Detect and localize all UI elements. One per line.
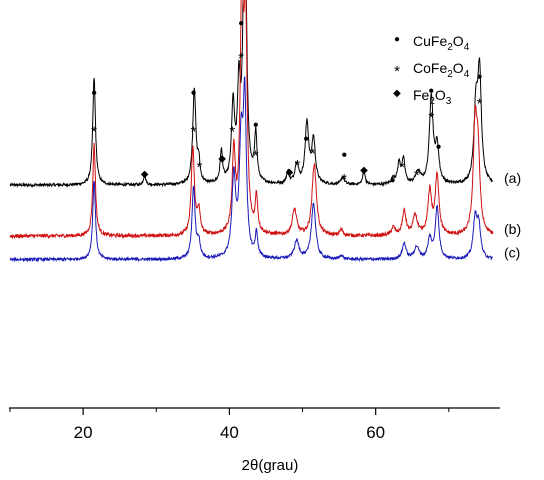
peak-marker: ● xyxy=(191,88,197,99)
peak-marker: ◆ xyxy=(141,169,149,180)
legend-entry: CuFe2O4 xyxy=(413,33,470,53)
series-line-2 xyxy=(9,0,494,240)
x-tick-label: 60 xyxy=(366,423,385,442)
peak-marker: * xyxy=(91,123,97,140)
legend-entry: CoFe2O4 xyxy=(413,60,470,80)
peak-marker: * xyxy=(294,157,300,174)
peak-marker: ● xyxy=(303,133,309,144)
peak-marker: ● xyxy=(428,86,434,97)
series-line-3 xyxy=(9,76,494,263)
x-axis-label: 2θ(grau) xyxy=(242,457,299,474)
peak-marker: ● xyxy=(341,149,347,160)
peak-marker: ◆ xyxy=(360,165,368,176)
peak-marker: * xyxy=(399,159,405,176)
peak-marker: * xyxy=(341,171,347,188)
peak-marker: ● xyxy=(238,18,244,29)
peak-marker: * xyxy=(196,159,202,176)
peak-marker: * xyxy=(310,145,316,162)
peak-marker: * xyxy=(428,109,434,126)
legend: ● CuFe2O4 * CoFe2O4 ◆ Fe2O3 xyxy=(393,33,470,107)
peak-marker: ● xyxy=(436,141,442,152)
peak-marker: ◆ xyxy=(286,167,294,178)
peak-marker: ● xyxy=(389,175,395,186)
peak-marker: * xyxy=(414,167,420,184)
x-tick-label: 20 xyxy=(74,423,93,442)
series-label: (c) xyxy=(504,244,520,260)
legend-symbol: ● xyxy=(394,34,400,45)
peak-marker: * xyxy=(229,123,235,140)
peak-marker: ● xyxy=(91,88,97,99)
legend-entry: Fe2O3 xyxy=(413,87,452,107)
peak-marker: * xyxy=(253,147,259,164)
peak-marker: * xyxy=(238,50,244,67)
x-axis: 20 40 60 xyxy=(9,407,500,442)
peak-marker: ● xyxy=(476,72,482,83)
peak-marker: ◆ xyxy=(218,153,226,164)
series-label: (a) xyxy=(504,170,521,186)
legend-symbol: * xyxy=(394,63,400,80)
x-tick-label: 40 xyxy=(220,423,239,442)
legend-symbol: ◆ xyxy=(393,88,401,99)
peak-markers: ●*◆●**◆*●*●*◆ *●* ●*◆●* *●*●●* xyxy=(91,18,483,188)
peak-marker: * xyxy=(477,96,483,113)
pattern-labels: (a) (b) (c) xyxy=(504,170,521,260)
peak-marker: * xyxy=(191,123,197,140)
series-label: (b) xyxy=(504,221,521,237)
pattern-lines xyxy=(9,0,494,263)
peak-marker: ● xyxy=(253,119,259,130)
series-line-1 xyxy=(9,0,493,189)
